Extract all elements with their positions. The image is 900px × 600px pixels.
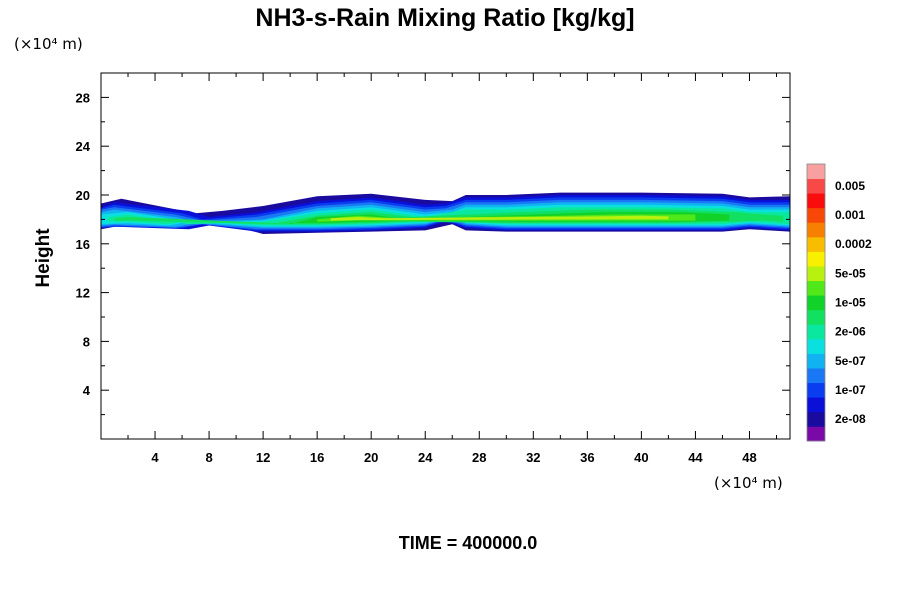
colorbar-frame	[806, 163, 826, 442]
colorbar-label: 2e-06	[835, 325, 866, 339]
x-tick-label: 40	[634, 450, 648, 465]
colorbar-swatch	[807, 411, 825, 427]
colorbar-swatch	[807, 207, 825, 223]
colorbar-swatch	[807, 426, 825, 442]
x-tick-label: 36	[580, 450, 594, 465]
colorbar-swatch	[807, 164, 825, 179]
x-tick-label: 8	[205, 450, 212, 465]
x-tick-label: 16	[310, 450, 324, 465]
x-tick-label: 48	[742, 450, 756, 465]
y-unit-label: (×10⁴ m)	[14, 35, 83, 53]
colorbar-swatch	[807, 368, 825, 384]
colorbar-label: 0.005	[835, 179, 865, 193]
x-tick-label: 44	[688, 450, 703, 465]
y-tick-label: 24	[76, 139, 91, 154]
x-tick-label: 28	[472, 450, 486, 465]
chart-title: NH3-s-Rain Mixing Ratio [kg/kg]	[255, 4, 634, 32]
colorbar-swatch	[807, 178, 825, 194]
x-tick-label: 12	[256, 450, 270, 465]
x-unit-label: (×10⁴ m)	[714, 474, 783, 492]
colorbar-swatch	[807, 280, 825, 296]
x-tick-label: 24	[418, 450, 433, 465]
y-tick-label: 12	[76, 286, 90, 301]
colorbar-label: 0.001	[835, 208, 865, 222]
colorbar-swatch	[807, 222, 825, 238]
x-tick-label: 4	[151, 450, 159, 465]
colorbar-label: 5e-07	[835, 354, 866, 368]
axis-ticks	[101, 73, 790, 439]
colorbar-swatch	[807, 353, 825, 369]
y-tick-labels: 4 8 12 16 20 24 28	[76, 90, 91, 398]
colorbar-label: 0.0002	[835, 237, 872, 251]
colorbar-swatch	[807, 397, 825, 413]
colorbar-swatch	[807, 309, 825, 325]
colorbar-swatch	[807, 295, 825, 311]
colorbar-swatches	[806, 163, 826, 442]
colorbar-label: 1e-05	[835, 296, 866, 310]
colorbar-label: 2e-08	[835, 412, 866, 426]
y-axis-label: Height	[33, 228, 54, 288]
x-tick-label: 32	[526, 450, 540, 465]
colorbar-labels: 0.005 0.001 0.0002 5e-05 1e-05 2e-06 5e-07 1e-0…	[835, 179, 872, 426]
colorbar-label: 5e-05	[835, 266, 866, 280]
time-label: TIME = 400000.0	[399, 533, 538, 553]
y-tick-label: 8	[83, 334, 90, 349]
contour-band-11	[330, 215, 669, 221]
colorbar-swatch	[807, 236, 825, 252]
colorbar-swatch	[807, 324, 825, 340]
y-tick-label: 20	[76, 188, 90, 203]
colorbar-label: 1e-07	[835, 383, 866, 397]
colorbar-swatch	[807, 382, 825, 398]
plot-frame	[100, 72, 791, 440]
colorbar-swatch	[807, 193, 825, 209]
x-tick-labels: 4 8 12 16 20 24 28 32 36 40 44 48	[151, 450, 756, 465]
contour-field	[101, 192, 790, 234]
y-tick-label: 16	[76, 237, 90, 252]
colorbar: 0.005 0.001 0.0002 5e-05 1e-05 2e-06 5e-07 1e-0…	[806, 163, 872, 442]
colorbar-swatch	[807, 266, 825, 282]
y-tick-label: 28	[76, 90, 90, 105]
y-tick-label: 4	[83, 383, 91, 398]
colorbar-swatch	[807, 251, 825, 267]
colorbar-swatch	[807, 338, 825, 354]
x-tick-label: 20	[364, 450, 378, 465]
